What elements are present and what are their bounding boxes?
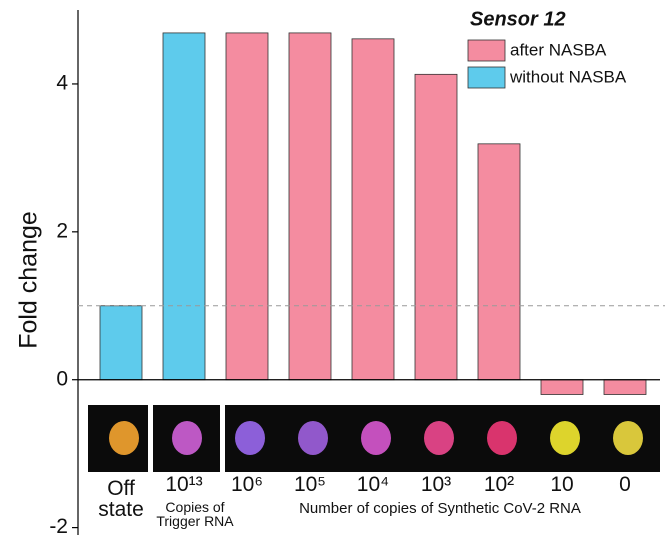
x-tick-label: 10⁴ xyxy=(343,474,403,495)
bar xyxy=(352,39,394,380)
x-tick-label: 10² xyxy=(469,474,529,495)
legend-label: without NASBA xyxy=(509,67,627,86)
sample-photo xyxy=(487,421,517,455)
sample-photo xyxy=(361,421,391,455)
legend-swatch xyxy=(468,40,505,61)
bar xyxy=(604,380,646,395)
x-tick-label: 0 xyxy=(595,474,655,495)
annotation: Copies of Trigger RNA xyxy=(150,500,240,528)
x-tick-label: 10 xyxy=(532,474,592,495)
y-axis-label: Fold change xyxy=(15,211,43,349)
bar xyxy=(226,33,268,380)
sample-photo xyxy=(424,421,454,455)
y-tick-label: -2 xyxy=(49,515,68,535)
x-tick-label: 10⁶ xyxy=(217,474,277,495)
sample-photo xyxy=(550,421,580,455)
sample-photo xyxy=(298,421,328,455)
annotation: Number of copies of Synthetic CoV-2 RNA xyxy=(250,501,630,516)
x-tick-label: Off state xyxy=(93,478,149,520)
legend-title: Sensor 12 xyxy=(470,8,566,30)
sample-photo xyxy=(172,421,202,455)
bar xyxy=(415,74,457,379)
bar xyxy=(163,33,205,380)
bar xyxy=(100,306,142,380)
x-tick-label: 10⁵ xyxy=(280,474,340,495)
bar xyxy=(478,144,520,380)
bar xyxy=(289,33,331,380)
legend-label: after NASBA xyxy=(510,40,607,59)
chart: Fold change Sensor 12 -2 0 2 4 after NASBA wi… xyxy=(0,0,670,535)
x-tick-label: 10³ xyxy=(406,474,466,495)
sample-photo xyxy=(109,421,139,455)
y-tick-label: 0 xyxy=(56,367,68,390)
sample-photo xyxy=(613,421,643,455)
bar xyxy=(541,380,583,395)
sample-photo xyxy=(235,421,265,455)
y-tick-label: 4 xyxy=(56,71,68,94)
legend-swatch xyxy=(468,67,505,88)
x-tick-label: 10¹³ xyxy=(154,474,214,495)
page: Fold change Sensor 12 -2 0 2 4 after NASBA wi… xyxy=(0,0,670,535)
y-tick-label: 2 xyxy=(56,219,68,242)
